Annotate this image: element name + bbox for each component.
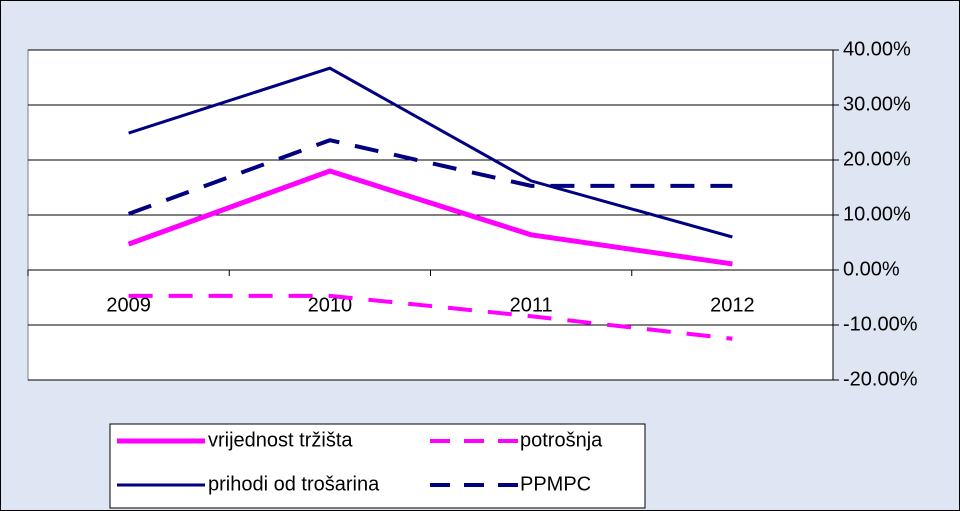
y-tick-label: 40.00% (843, 38, 911, 60)
y-tick-label: -20.00% (843, 368, 918, 390)
y-tick-label: -10.00% (843, 313, 918, 335)
legend-label: PPMPC (520, 473, 591, 495)
x-tick-label: 2012 (710, 294, 755, 316)
legend-label: vrijednost tržišta (208, 429, 353, 451)
legend-label: potrošnja (520, 429, 603, 451)
legend-label: prihodi od trošarina (208, 473, 380, 495)
y-tick-label: 10.00% (843, 203, 911, 225)
y-tick-label: 30.00% (843, 93, 911, 115)
series-line (128, 293, 733, 341)
y-tick-label: 20.00% (843, 148, 911, 170)
series-line (127, 168, 733, 267)
series-line (127, 138, 733, 216)
legend (109, 423, 646, 509)
x-tick-label: 2010 (308, 294, 353, 316)
x-tick-label: 2011 (510, 294, 553, 316)
y-tick-label: 0.00% (843, 258, 900, 280)
series-line (128, 66, 733, 239)
x-tick-label: 2009 (106, 294, 151, 316)
